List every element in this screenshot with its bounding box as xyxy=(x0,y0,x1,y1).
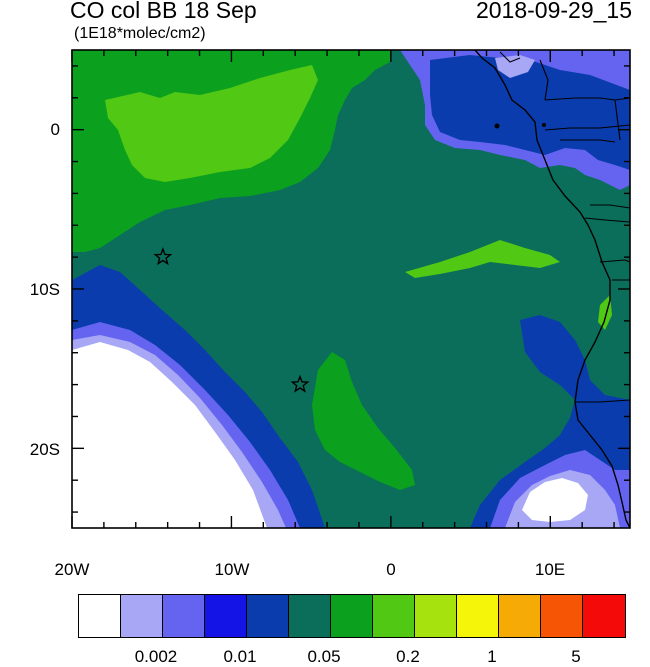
chart-timestamp: 2018-09-29_15 xyxy=(475,0,632,23)
star-marker xyxy=(153,247,173,266)
colorbar-swatch xyxy=(289,595,331,637)
colorbar-swatch xyxy=(373,595,415,637)
lat-label-10s: 10S xyxy=(29,280,60,299)
colorbar-label: 0.01 xyxy=(223,647,257,666)
chart-title: CO col BB 18 Sep xyxy=(70,0,257,23)
colorbar-swatch xyxy=(499,595,541,637)
africa-coastline xyxy=(474,50,630,528)
axis-ticks xyxy=(71,50,630,528)
darkblue-plume-northeast xyxy=(430,55,630,170)
colorbar-swatch xyxy=(247,595,289,637)
colorbar-swatch xyxy=(541,595,583,637)
colorbar-swatch xyxy=(79,595,121,637)
colorbar-label: 0.002 xyxy=(134,647,178,666)
colorbar-swatch xyxy=(205,595,247,637)
paleblue-coast-north xyxy=(495,55,535,78)
lon-label-10e: 10E xyxy=(534,560,566,579)
chart-units: (1E18*molec/cm2) xyxy=(74,25,206,42)
star-marker xyxy=(290,374,310,393)
site-markers xyxy=(153,247,310,393)
map-plot xyxy=(71,49,631,529)
colorbar-swatch xyxy=(163,595,205,637)
colorbar-label: 5 xyxy=(571,647,581,666)
green-band-central xyxy=(405,240,560,278)
lightgreen-core-north xyxy=(105,65,318,182)
map-field xyxy=(72,50,630,528)
colorbar xyxy=(78,594,626,638)
lat-label-20s: 20S xyxy=(29,440,60,459)
colorbar-label: 0.2 xyxy=(396,647,420,666)
colorbar-swatch xyxy=(331,595,373,637)
colorbar-label: 0.05 xyxy=(307,647,341,666)
lon-label-20w: 20W xyxy=(54,560,90,579)
lon-label-0: 0 xyxy=(386,560,396,579)
white-region-southeast xyxy=(522,478,588,522)
colorbar-swatch xyxy=(583,595,625,637)
lat-label-0: 0 xyxy=(50,120,60,139)
green-plume-south xyxy=(312,352,415,490)
map-dot xyxy=(494,123,500,129)
map-dot xyxy=(542,123,546,127)
colorbar-swatch xyxy=(121,595,163,637)
white-region-southwest xyxy=(72,342,267,528)
country-borders xyxy=(499,51,630,403)
lon-label-10w: 10W xyxy=(214,560,250,579)
colorbar-label: 1 xyxy=(487,647,497,666)
colorbar-swatch xyxy=(457,595,499,637)
colorbar-swatch xyxy=(415,595,457,637)
